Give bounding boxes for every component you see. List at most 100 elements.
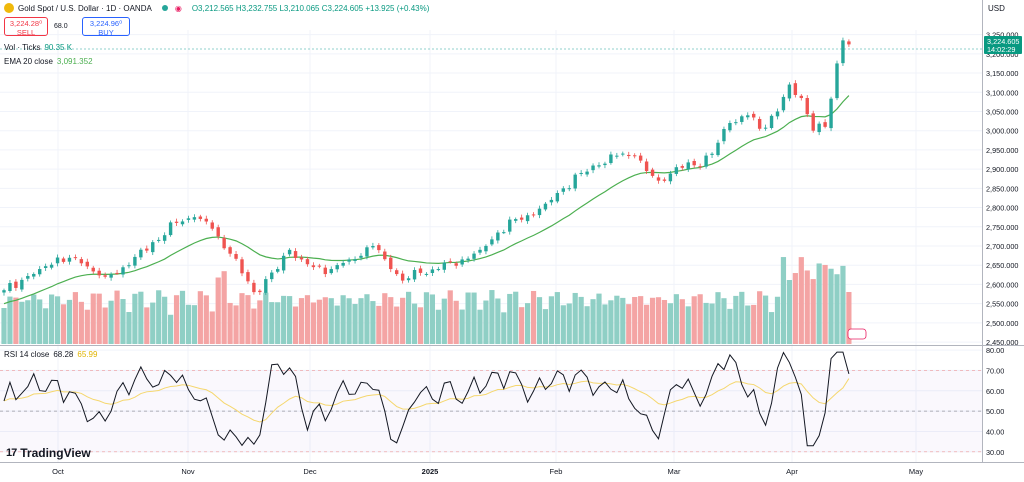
time-tick-label: Apr [786,467,798,476]
volume-bar [780,257,787,344]
volume-bar [507,293,513,344]
candle [311,265,316,268]
ohlc-readout: O3,212.565 H3,232.755 L3,210.065 C3,224.… [192,4,430,13]
candle [323,267,327,275]
candle [109,274,113,278]
volume-bar [346,298,352,344]
tradingview-logo[interactable]: 17 TradingView [6,446,91,460]
candle [817,123,821,133]
volume-legend[interactable]: Vol · Ticks 90.35 K [4,43,72,52]
symbol-title[interactable]: Gold Spot / U.S. Dollar · 1D · OANDA [18,3,152,13]
price-tick-label: 2,650.000 [986,261,1018,270]
candle [436,269,441,271]
volume-bar [78,301,84,344]
candles [2,37,851,296]
time-tick-label: May [909,467,923,476]
tradingview-logo-icon: 17 [6,447,17,459]
buy-button[interactable]: 3,224.96⁰ BUY [82,17,130,37]
candle [555,192,560,202]
candle [502,232,506,234]
candle [430,269,435,274]
volume-bar [661,299,668,344]
volume-bar [739,291,745,344]
volume-bar [768,312,775,344]
volume-bar [596,293,602,344]
candle [561,188,565,192]
candle [26,276,30,279]
ema-legend-label: EMA 20 close [4,57,53,66]
candle [264,279,268,293]
candle [49,264,54,268]
volume-bar [304,295,311,344]
candle [341,262,345,266]
volume-bar [287,296,293,344]
candle [127,265,131,267]
volume-bar [108,300,114,344]
candle [781,96,786,111]
ema-legend[interactable]: EMA 20 close 3,091.352 [4,57,93,66]
volume-bar [114,290,120,344]
grid [0,30,982,462]
candle [525,215,530,222]
candle [734,122,738,124]
volume-bar [715,292,721,344]
change-value: +13.925 (+0.43%) [365,3,430,13]
candle [133,256,137,266]
volume-bar [7,296,13,344]
volume-bar [834,274,840,344]
volume-bar [364,294,370,344]
volume-bar [590,299,596,344]
ema-line [3,95,850,305]
volume-bar [703,302,709,344]
rsi-tick-label: 70.00 [986,366,1004,375]
volume-bar [679,299,685,344]
candle [412,269,417,280]
candle [115,272,119,274]
price-axis: 2,450.000 2,500.000 2,550.000 2,600.000 2,65… [986,31,1018,347]
candle [97,270,101,276]
candle [722,128,726,142]
candle [79,259,84,264]
price-tick-label: 3,000.000 [986,127,1018,136]
rsi-legend[interactable]: RSI 14 close 68.28 65.99 [4,350,97,359]
candle [139,249,143,258]
volume-bar [513,291,519,344]
volume-bar [649,297,656,344]
volume-bar [275,302,281,344]
volume-bar [667,303,673,344]
volume-bar [530,290,537,344]
volume-bar [691,296,697,344]
rsi-tick-label: 40.00 [986,427,1004,436]
candle [716,142,720,156]
eye-icon[interactable]: ◉ [174,3,182,13]
volume-bar [382,293,388,344]
spread-value: 68.0 [54,23,68,30]
volume-bar [709,303,715,344]
candle [293,251,298,259]
candle [472,253,476,259]
candle [55,257,60,264]
candle [389,257,393,270]
candle [448,261,452,263]
volume-bar [685,306,691,344]
open-value: O3,212.565 [191,3,234,13]
currency-label[interactable]: USD [988,4,1005,13]
volume-bar [54,296,61,344]
volume-bar [786,280,792,344]
candle [335,265,339,270]
volume-bar [19,301,25,344]
volume-bar [328,298,334,344]
candle [317,265,322,267]
candle [621,153,625,155]
price-tick-label: 3,100.000 [986,88,1018,97]
sell-button[interactable]: 3,224.28⁰ SELL [4,17,48,37]
candle [400,273,405,281]
candle [585,171,589,175]
candle [371,245,375,248]
volume-bar [394,306,400,344]
rsi-line [3,351,850,447]
candle [347,259,351,262]
rsi-tick-label: 30.00 [986,448,1004,457]
rsi-legend-label: RSI 14 close [4,350,50,359]
